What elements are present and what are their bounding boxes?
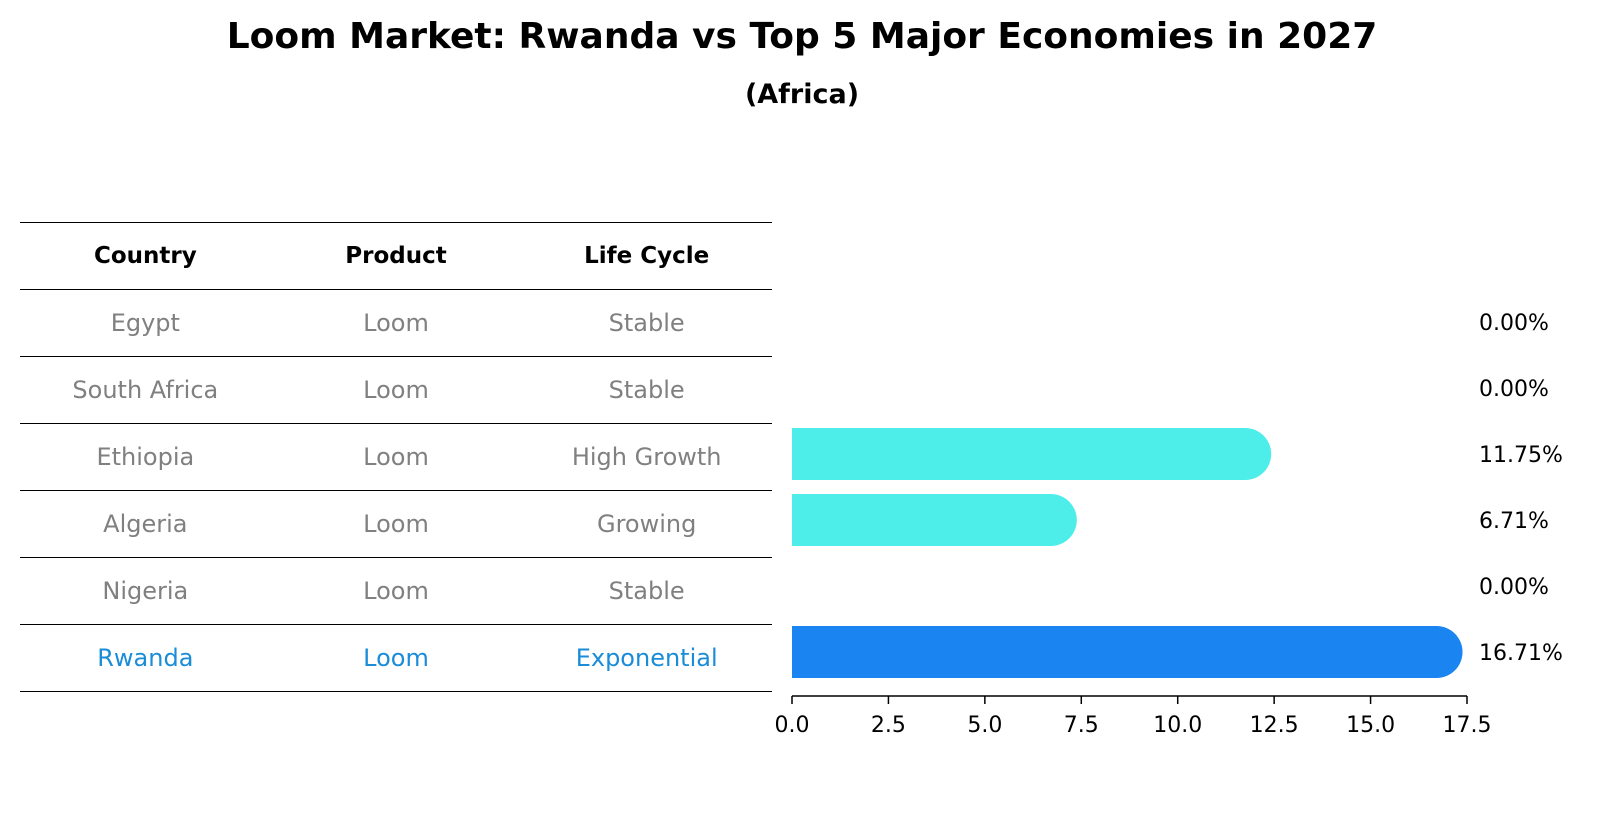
cell-life-cycle: High Growth [571, 443, 722, 471]
bar-ethiopia [792, 428, 1272, 480]
x-tick-label: 2.5 [871, 713, 906, 738]
chart-title: Loom Market: Rwanda vs Top 5 Major Econo… [226, 16, 1378, 57]
value-label-algeria: 6.71% [1479, 509, 1549, 534]
chart-subtitle: (Africa) [744, 79, 860, 110]
value-label-south-africa: 0.00% [1479, 377, 1549, 402]
x-tick-label: 7.5 [1064, 713, 1099, 738]
cell-product: Loom [363, 376, 429, 404]
cell-life-cycle: Stable [608, 376, 685, 404]
cell-country: Nigeria [102, 577, 189, 605]
cell-product: Loom [363, 443, 429, 471]
x-tick-label: 10.0 [1153, 713, 1202, 738]
cell-country: Algeria [103, 510, 188, 538]
header-product: Product [345, 243, 447, 269]
cell-product: Loom [363, 577, 429, 605]
table-header-row: Country Product Life Cycle [20, 222, 772, 289]
cell-country: Rwanda [97, 644, 194, 672]
cell-life-cycle: Stable [608, 577, 685, 605]
x-tick-label: 15.0 [1346, 713, 1395, 738]
cell-country: South Africa [72, 376, 219, 404]
value-label-nigeria: 0.00% [1479, 575, 1549, 600]
cell-life-cycle: Exponential [575, 644, 718, 672]
cell-product: Loom [363, 309, 429, 337]
value-label-rwanda: 16.71% [1479, 641, 1563, 666]
table-row: Nigeria Loom Stable [20, 557, 772, 624]
cell-product: Loom [363, 510, 429, 538]
cell-country: Ethiopia [96, 443, 195, 471]
bar-rwanda [792, 626, 1463, 678]
x-tick-label: 12.5 [1250, 713, 1299, 738]
value-label-ethiopia: 11.75% [1479, 443, 1563, 468]
table-row: South Africa Loom Stable [20, 356, 772, 423]
table-row-highlight: Rwanda Loom Exponential [20, 624, 772, 692]
x-tick-label: 0.0 [775, 713, 810, 738]
x-tick-label: 5.0 [967, 713, 1002, 738]
table-row: Ethiopia Loom High Growth [20, 423, 772, 490]
table-row: Algeria Loom Growing [20, 490, 772, 557]
value-label-egypt: 0.00% [1479, 311, 1549, 336]
cell-life-cycle: Growing [596, 510, 697, 538]
cell-life-cycle: Stable [608, 309, 685, 337]
x-tick-label: 17.5 [1443, 713, 1492, 738]
header-life-cycle: Life Cycle [584, 243, 710, 269]
bar-algeria [792, 494, 1077, 546]
cell-product: Loom [363, 644, 429, 672]
table-row: Egypt Loom Stable [20, 289, 772, 356]
data-table: Country Product Life Cycle Egypt Loom St… [20, 222, 772, 692]
header-country: Country [93, 243, 197, 269]
cell-country: Egypt [110, 309, 180, 337]
